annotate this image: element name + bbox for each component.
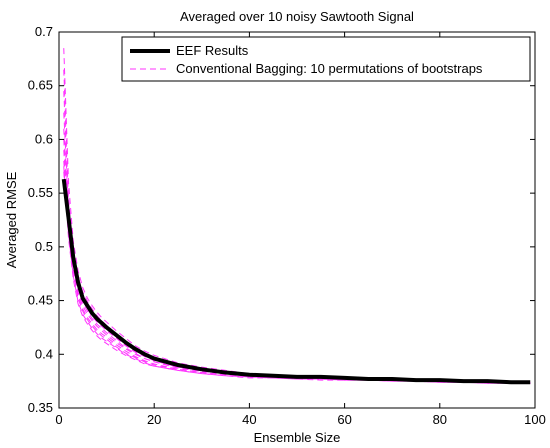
x-tick-label: 0 — [55, 412, 62, 427]
bagging-run-line-2 — [63, 69, 531, 383]
eef-series-group — [61, 178, 531, 385]
y-tick-label: 0.35 — [28, 400, 53, 415]
x-tick-label: 100 — [524, 412, 546, 427]
y-tick-label: 0.4 — [35, 346, 53, 361]
y-tick-label: 0.65 — [28, 78, 53, 93]
bagging-run-line-10 — [63, 171, 531, 384]
chart-title: Averaged over 10 noisy Sawtooth Signal — [180, 9, 414, 24]
tick-labels-group: 0 20 40 60 80 100 0.35 0.4 0.45 0.5 0.55 0.6 0.65 0.7 — [28, 24, 546, 427]
x-axis-label: Ensemble Size — [254, 430, 341, 445]
eef-results-line — [61, 178, 531, 385]
plot-area — [59, 32, 535, 408]
y-tick-label: 0.6 — [35, 131, 53, 146]
bagging-run-line-8 — [63, 160, 531, 384]
x-tick-label: 60 — [337, 412, 351, 427]
legend-box — [121, 36, 531, 82]
y-axis-label: Averaged RMSE — [4, 171, 19, 268]
y-tick-label: 0.55 — [28, 185, 53, 200]
x-tick-label: 80 — [433, 412, 447, 427]
x-tick-label: 40 — [242, 412, 256, 427]
legend: EEF Results Conventional Bagging: 10 per… — [121, 36, 531, 82]
plot-frame — [58, 31, 536, 409]
y-tick-label: 0.7 — [35, 24, 53, 39]
y-tick-label: 0.5 — [35, 239, 53, 254]
y-tick-label: 0.45 — [28, 293, 53, 308]
legend-label-bagging: Conventional Bagging: 10 permutations of… — [176, 61, 483, 76]
legend-label-eef: EEF Results — [176, 43, 249, 58]
x-tick-label: 20 — [147, 412, 161, 427]
